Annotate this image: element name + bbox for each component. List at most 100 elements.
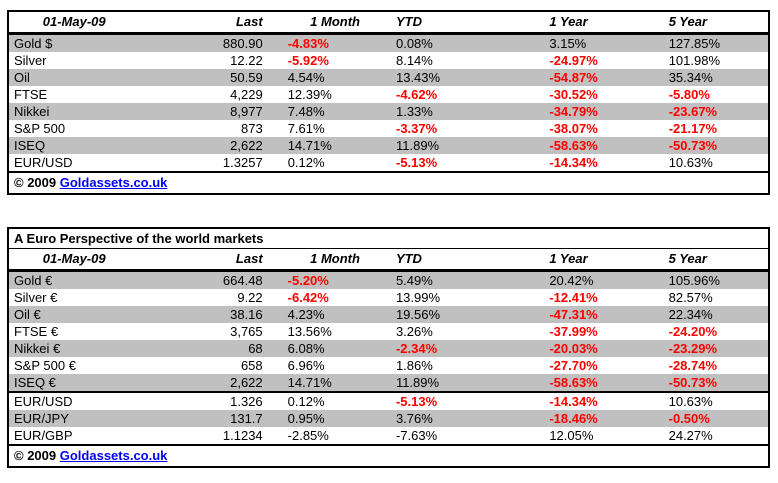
cell-ytd: -3.37% xyxy=(395,121,438,136)
cell-ytd: 8.14% xyxy=(395,53,433,68)
cell-1-month: 14.71% xyxy=(287,138,332,153)
cell-last: 131.7 xyxy=(230,411,263,426)
column-header-ytd: YTD xyxy=(387,248,541,272)
cell-1-year: 12.05% xyxy=(549,428,594,443)
row-label: FTSE € xyxy=(14,324,59,339)
cell-5-year: -28.74% xyxy=(668,358,718,373)
cell-1-year: -47.31% xyxy=(549,307,598,322)
cell-ytd: 0.08% xyxy=(395,36,433,51)
goldassets-link[interactable]: Goldassets.co.uk xyxy=(59,448,168,463)
cell-5-year: 10.63% xyxy=(668,394,713,409)
cell-last: 9.22 xyxy=(237,290,263,305)
copyright-text: © 2009 xyxy=(14,175,57,190)
row-label: Silver € xyxy=(14,290,58,305)
column-header-ytd: YTD xyxy=(387,11,541,35)
row-label: Silver xyxy=(14,53,47,68)
table-row: Oil € 38.16 4.23% 19.56% -47.31% 22.34% xyxy=(8,306,769,323)
cell-1-year: 3.15% xyxy=(549,36,587,51)
cell-last: 50.59 xyxy=(230,70,263,85)
cell-last: 4,229 xyxy=(230,87,263,102)
cell-1-year: -58.63% xyxy=(549,138,598,153)
column-header-1-month: 1 Month xyxy=(273,11,388,35)
cell-ytd: -2.34% xyxy=(395,341,438,356)
cell-last: 68 xyxy=(248,341,263,356)
cell-last: 1.1234 xyxy=(222,428,263,443)
euro-table-header-row: 01-May-09 Last 1 Month YTD 1 Year 5 Year xyxy=(8,248,769,272)
cell-ytd: -5.13% xyxy=(395,394,438,409)
cell-last: 2,622 xyxy=(139,374,274,393)
cell-1-month: 0.12% xyxy=(287,394,325,409)
table-row: EUR/USD 1.3257 0.12% -5.13% -14.34% 10.63% xyxy=(8,154,769,172)
cell-5-year: 24.27% xyxy=(668,428,713,443)
cell-1-year: -24.97% xyxy=(549,53,598,68)
cell-5-year: -5.80% xyxy=(668,87,710,102)
cell-last: 1.326 xyxy=(230,394,263,409)
table-row: ISEQ €2,622 14.71% 11.89% -58.63% -50.73% xyxy=(8,374,769,393)
goldassets-link[interactable]: Goldassets.co.uk xyxy=(59,175,168,190)
cell-1-month: 0.12% xyxy=(287,155,325,170)
row-label: EUR/USD xyxy=(14,155,73,170)
cell-5-year: 35.34% xyxy=(668,70,713,85)
cell-5-year: 105.96% xyxy=(668,273,720,288)
cell-1-month: -4.83% xyxy=(287,36,329,51)
column-header-5-year: 5 Year xyxy=(660,248,769,272)
cell-1-month: 4.23% xyxy=(287,307,325,322)
cell-last: 880.90 xyxy=(222,36,263,51)
column-header-1-year: 1 Year xyxy=(540,248,661,272)
column-header-last: Last xyxy=(139,11,274,35)
cell-1-year: -38.07% xyxy=(549,121,598,136)
cell-1-month: 0.95% xyxy=(287,411,325,426)
cell-1-year: -14.34% xyxy=(549,394,598,409)
row-label: EUR/GBP xyxy=(14,428,73,443)
cell-1-month: -5.92% xyxy=(287,53,329,68)
cell-last: 3,765 xyxy=(230,324,263,339)
cell-1-year: -27.70% xyxy=(549,358,598,373)
cell-5-year: 82.57% xyxy=(668,290,713,305)
world-markets-header-row: 01-May-09 Last 1 Month YTD 1 Year 5 Year xyxy=(8,11,769,35)
cell-1-year: -37.99% xyxy=(549,324,598,339)
cell-last: 873 xyxy=(240,121,263,136)
cell-1-year: -34.79% xyxy=(549,104,598,119)
euro-table-title-row: A Euro Perspective of the world markets xyxy=(8,228,769,249)
cell-last: 12.22 xyxy=(230,53,263,68)
footer-row: © 2009 Goldassets.co.uk xyxy=(8,444,769,467)
row-label: Nikkei xyxy=(14,104,50,119)
table-row: Gold $ 880.90 -4.83% 0.08% 3.15% 127.85% xyxy=(8,33,769,52)
euro-table-title: A Euro Perspective of the world markets xyxy=(8,228,769,249)
cell-ytd: 3.26% xyxy=(395,324,433,339)
cell-5-year: -0.50% xyxy=(668,411,710,426)
column-header-last: Last xyxy=(139,248,274,272)
date-header: 01-May-09 xyxy=(8,11,140,35)
world-markets-table: 01-May-09 Last 1 Month YTD 1 Year 5 Year… xyxy=(7,10,770,195)
cell-5-year: -24.20% xyxy=(668,324,718,339)
page: 01-May-09 Last 1 Month YTD 1 Year 5 Year… xyxy=(7,10,770,468)
table-row: Gold € 664.48 -5.20% 5.49% 20.42% 105.96% xyxy=(8,270,769,289)
cell-5-year: 127.85% xyxy=(668,36,721,51)
euro-perspective-body: Gold €664.48 -5.20% 5.49% 20.42% 105.96% Silv… xyxy=(8,270,769,446)
cell-1-month: 6.96% xyxy=(287,358,325,373)
cell-1-year: -18.46% xyxy=(549,411,598,426)
row-label: EUR/JPY xyxy=(14,411,69,426)
table-row: FTSE € 3,765 13.56% 3.26% -37.99% -24.20% xyxy=(8,323,769,340)
row-label: Gold € xyxy=(14,273,53,288)
cell-1-month: -6.42% xyxy=(287,290,329,305)
cell-last: 8,977 xyxy=(230,104,263,119)
cell-last: 658 xyxy=(240,358,263,373)
table-row: Silver € 9.22 -6.42% 13.99% -12.41% 82.57% xyxy=(8,289,769,306)
table-row: FTSE 4,229 12.39% -4.62% -30.52% -5.80% xyxy=(8,86,769,103)
cell-ytd: -4.62% xyxy=(395,87,438,102)
row-label: S&P 500 € xyxy=(14,358,76,373)
cell-last: 38.16 xyxy=(230,307,263,322)
row-label: Oil xyxy=(14,70,30,85)
row-label: FTSE xyxy=(14,87,48,102)
cell-1-year: -58.63% xyxy=(540,374,661,393)
cell-5-year: -21.17% xyxy=(668,121,718,136)
table-row: EUR/JPY 131.7 0.95% 3.76% -18.46% -0.50% xyxy=(8,410,769,427)
table-row: EUR/GBP 1.1234 -2.85% -7.63% 12.05% 24.27% xyxy=(8,427,769,445)
cell-5-year: -50.73% xyxy=(668,138,718,153)
cell-ytd: -7.63% xyxy=(395,428,438,443)
row-label: ISEQ € xyxy=(8,374,140,393)
cell-1-year: -20.03% xyxy=(549,341,598,356)
row-label: Gold $ xyxy=(14,36,53,51)
cell-1-month: -5.20% xyxy=(287,273,329,288)
